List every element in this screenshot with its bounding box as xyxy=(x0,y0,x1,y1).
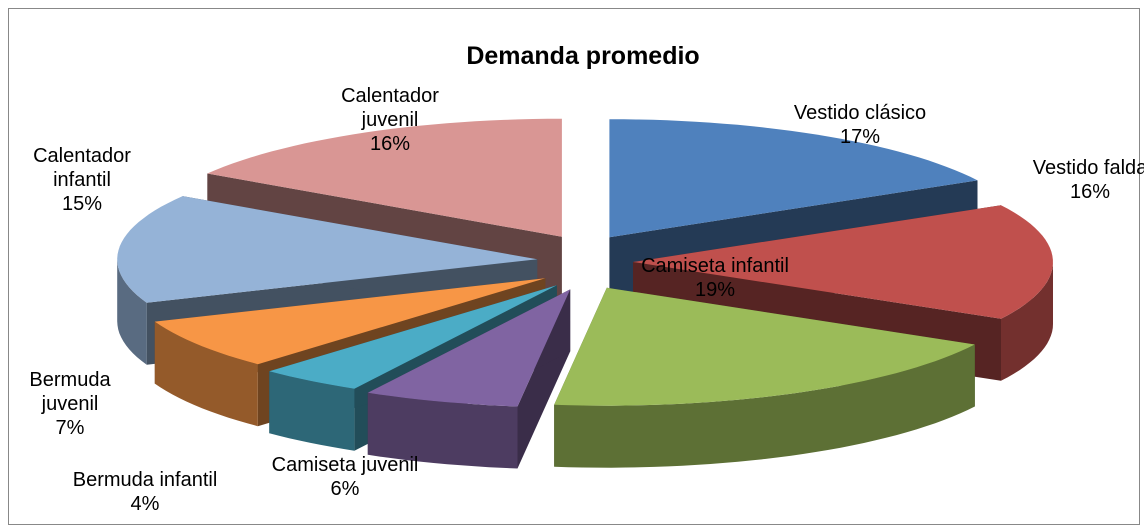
slice-side xyxy=(554,344,975,468)
data-label: Calentador juvenil 16% xyxy=(320,84,460,156)
value-label: 6% xyxy=(330,478,360,500)
slice xyxy=(117,196,538,303)
category-label: Calentador infantil xyxy=(33,145,131,191)
category-label: Camiseta juvenil xyxy=(271,454,419,476)
category-label: Bermuda juvenil xyxy=(29,369,111,415)
data-label: Vestido falda 16% xyxy=(1020,156,1144,204)
value-label: 17% xyxy=(839,126,881,148)
slice-side xyxy=(154,321,258,427)
slice xyxy=(633,205,1053,319)
slice-side xyxy=(1001,262,1053,381)
slice xyxy=(207,118,562,237)
value-label: 7% xyxy=(55,417,85,439)
value-label: 16% xyxy=(1069,181,1111,203)
slice xyxy=(269,285,557,389)
category-label: Vestido clásico xyxy=(793,102,927,124)
category-label: Calentador juvenil xyxy=(341,85,439,131)
value-label: 16% xyxy=(369,133,411,155)
slice xyxy=(554,287,975,406)
slice-side xyxy=(269,371,355,451)
data-label: Calentador infantil 15% xyxy=(12,144,152,216)
data-label: Camiseta infantil 19% xyxy=(585,254,845,302)
chart-title: Demanda promedio xyxy=(466,42,700,70)
slice xyxy=(367,289,571,407)
data-label: Bermuda infantil 4% xyxy=(35,468,255,516)
slice xyxy=(609,119,978,238)
data-label: Vestido clásico 17% xyxy=(750,101,970,149)
slice-side xyxy=(117,259,147,365)
category-label: Vestido falda xyxy=(1032,157,1144,179)
value-label: 19% xyxy=(694,279,736,301)
slice xyxy=(154,278,546,365)
data-label: Camiseta juvenil 6% xyxy=(235,453,455,501)
slice-side xyxy=(367,392,518,469)
category-label: Bermuda infantil xyxy=(72,469,218,491)
value-label: 15% xyxy=(61,193,103,215)
category-label: Camiseta infantil xyxy=(641,255,789,277)
value-label: 4% xyxy=(130,493,160,515)
data-label: Bermuda juvenil 7% xyxy=(20,368,120,440)
